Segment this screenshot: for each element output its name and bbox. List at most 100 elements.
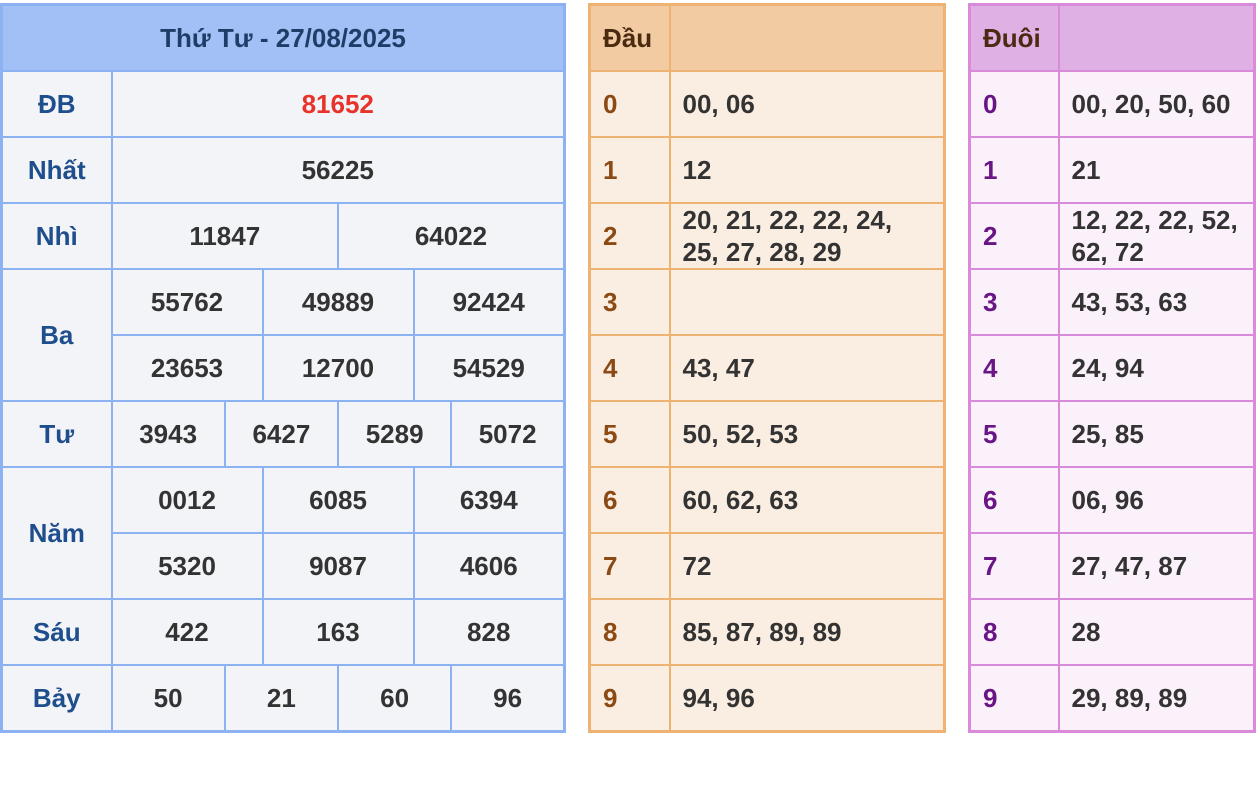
dau-digit: 9 — [588, 664, 671, 733]
duoi-digit: 0 — [968, 70, 1060, 138]
prize-value: 12700 — [261, 334, 415, 402]
prize-value: 21 — [223, 664, 340, 733]
duoi-row: 6 06, 96 — [968, 466, 1256, 534]
duoi-row: 5 25, 85 — [968, 400, 1256, 468]
dau-row: 5 50, 52, 53 — [588, 400, 946, 468]
prize-label: ĐB — [0, 70, 113, 138]
dau-values: 00, 06 — [668, 70, 946, 138]
duoi-row: 7 27, 47, 87 — [968, 532, 1256, 600]
duoi-header: Đuôi — [968, 3, 1060, 72]
dau-digit: 4 — [588, 334, 671, 402]
duoi-row: 9 29, 89, 89 — [968, 664, 1256, 733]
duoi-digit: 4 — [968, 334, 1060, 402]
prize-value: 11847 — [110, 202, 339, 270]
duoi-digit: 6 — [968, 466, 1060, 534]
dau-digit: 0 — [588, 70, 671, 138]
dau-table: Đầu 0 00, 06 1 12 2 20, 21, 22, 22, 24, 25, 27… — [588, 3, 946, 733]
prize-value: 0012 — [110, 466, 264, 534]
dau-values: 72 — [668, 532, 946, 600]
duoi-values: 12, 22, 22, 52, 62, 72 — [1057, 202, 1256, 270]
prize-value: 5289 — [336, 400, 453, 468]
prize-value: 163 — [261, 598, 415, 666]
dau-values: 43, 47 — [668, 334, 946, 402]
prize-value: 9087 — [261, 532, 415, 600]
prize-value: 64022 — [337, 202, 566, 270]
duoi-digit: 2 — [968, 202, 1060, 270]
prize-value: 3943 — [110, 400, 226, 468]
duoi-row: 1 21 — [968, 136, 1256, 204]
prize-value: 49889 — [261, 268, 415, 336]
dau-digit: 6 — [588, 466, 671, 534]
duoi-digit: 8 — [968, 598, 1060, 666]
dau-values: 60, 62, 63 — [668, 466, 946, 534]
prize-label: Năm — [0, 466, 113, 600]
prize-value: 5072 — [450, 400, 566, 468]
prize-value: 6394 — [412, 466, 566, 534]
duoi-values: 24, 94 — [1057, 334, 1256, 402]
duoi-values: 06, 96 — [1057, 466, 1256, 534]
duoi-digit: 3 — [968, 268, 1060, 336]
duoi-digit: 7 — [968, 532, 1060, 600]
dau-row: 7 72 — [588, 532, 946, 600]
prize-label: Ba — [0, 268, 113, 402]
dau-row: 0 00, 06 — [588, 70, 946, 138]
dau-header: Đầu — [588, 3, 671, 72]
duoi-digit: 5 — [968, 400, 1060, 468]
dau-digit: 1 — [588, 136, 671, 204]
dau-row: 4 43, 47 — [588, 334, 946, 402]
duoi-row: 3 43, 53, 63 — [968, 268, 1256, 336]
duoi-digit: 1 — [968, 136, 1060, 204]
dau-digit: 8 — [588, 598, 671, 666]
prize-value: 828 — [412, 598, 566, 666]
dau-header-blank — [668, 3, 946, 72]
duoi-values: 28 — [1057, 598, 1256, 666]
results-table: Thứ Tư - 27/08/2025 ĐB 81652 Nhất 56225 Nh… — [0, 3, 566, 733]
dau-row: 3 — [588, 268, 946, 336]
prize-label: Nhất — [0, 136, 113, 204]
prize-value: 96 — [450, 664, 566, 733]
duoi-row: 8 28 — [968, 598, 1256, 666]
prize-value: 6427 — [223, 400, 340, 468]
dau-values — [668, 268, 946, 336]
prize-value: 54529 — [412, 334, 566, 402]
special-prize: 81652 — [110, 70, 566, 138]
prize-value: 50 — [110, 664, 226, 733]
prize-value: 422 — [110, 598, 264, 666]
duoi-row: 2 12, 22, 22, 52, 62, 72 — [968, 202, 1256, 270]
prize-value: 92424 — [412, 268, 566, 336]
duoi-table: Đuôi 0 00, 20, 50, 60 1 21 2 12, 22, 22, 52, 6… — [968, 3, 1256, 733]
prize-value: 4606 — [412, 532, 566, 600]
dau-values: 12 — [668, 136, 946, 204]
duoi-row: 0 00, 20, 50, 60 — [968, 70, 1256, 138]
prize-value: 60 — [336, 664, 453, 733]
duoi-values: 29, 89, 89 — [1057, 664, 1256, 733]
duoi-row: 4 24, 94 — [968, 334, 1256, 402]
prize-label: Sáu — [0, 598, 113, 666]
prize-value: 23653 — [110, 334, 264, 402]
duoi-values: 21 — [1057, 136, 1256, 204]
dau-row: 1 12 — [588, 136, 946, 204]
dau-row: 6 60, 62, 63 — [588, 466, 946, 534]
prize-label: Nhì — [0, 202, 113, 270]
dau-digit: 5 — [588, 400, 671, 468]
dau-values: 20, 21, 22, 22, 24, 25, 27, 28, 29 — [668, 202, 946, 270]
prize-value: 56225 — [110, 136, 566, 204]
dau-values: 85, 87, 89, 89 — [668, 598, 946, 666]
dau-row: 9 94, 96 — [588, 664, 946, 733]
prize-value: 55762 — [110, 268, 264, 336]
duoi-header-blank — [1057, 3, 1256, 72]
dau-values: 94, 96 — [668, 664, 946, 733]
duoi-values: 27, 47, 87 — [1057, 532, 1256, 600]
prize-label: Bảy — [0, 664, 113, 733]
dau-digit: 2 — [588, 202, 671, 270]
results-title: Thứ Tư - 27/08/2025 — [0, 3, 566, 72]
duoi-digit: 9 — [968, 664, 1060, 733]
prize-value: 6085 — [261, 466, 415, 534]
dau-row: 2 20, 21, 22, 22, 24, 25, 27, 28, 29 — [588, 202, 946, 270]
dau-values: 50, 52, 53 — [668, 400, 946, 468]
dau-digit: 3 — [588, 268, 671, 336]
duoi-values: 25, 85 — [1057, 400, 1256, 468]
duoi-values: 00, 20, 50, 60 — [1057, 70, 1256, 138]
prize-value: 5320 — [110, 532, 264, 600]
dau-row: 8 85, 87, 89, 89 — [588, 598, 946, 666]
